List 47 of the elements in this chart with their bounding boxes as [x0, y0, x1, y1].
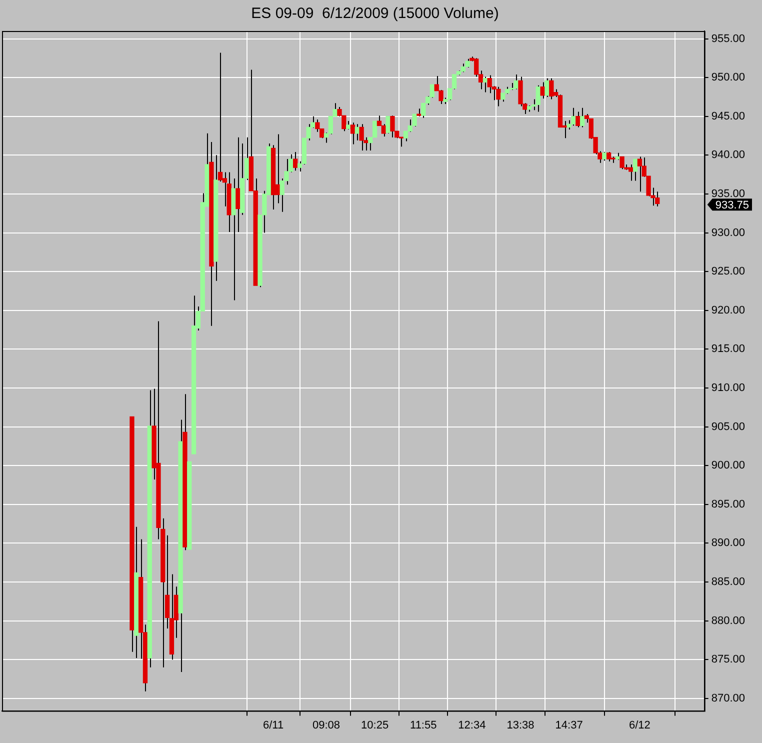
x-tick-label: 11:55 [410, 719, 437, 732]
y-tick-label: 905.00 [711, 420, 746, 433]
y-tick-label: 940.00 [711, 149, 746, 162]
y-tick-label: 880.00 [711, 614, 746, 627]
x-tick-label: 14:37 [555, 719, 583, 732]
candlestick [275, 134, 280, 204]
candlestick [549, 78, 554, 100]
y-tick-label: 875.00 [711, 654, 746, 666]
candlestick [540, 82, 545, 100]
candlestick [580, 107, 585, 128]
chart-title: ES 09-09 6/12/2009 (15000 Volume) [251, 5, 499, 22]
candlestick [390, 115, 395, 138]
y-tick-label: 885.00 [711, 576, 746, 588]
y-tick-label: 935.00 [711, 188, 746, 200]
y-tick-label: 920.00 [711, 304, 746, 316]
x-tick-label: 09:08 [312, 719, 340, 732]
y-tick-label: 925.00 [711, 266, 746, 278]
y-tick-label: 955.00 [711, 32, 746, 45]
candlestick [236, 136, 240, 232]
candlestick [518, 76, 523, 107]
y-tick-label: 915.00 [711, 343, 746, 356]
candlestick [536, 84, 540, 112]
candlestick [637, 156, 642, 192]
candlestick [386, 116, 390, 134]
y-tick-label: 895.00 [711, 498, 746, 510]
candlestick [632, 158, 638, 182]
x-tick-label: 6/12 [628, 719, 650, 732]
y-tick-label: 945.00 [711, 110, 746, 122]
y-tick-label: 910.00 [711, 382, 746, 394]
candlestick [606, 152, 612, 162]
x-tick-label: 10:25 [361, 719, 389, 732]
candlestick [482, 76, 488, 93]
y-tick-label: 870.00 [711, 692, 746, 704]
x-tick-label: 6/11 [262, 719, 284, 732]
candlestick [350, 122, 356, 145]
candlestick [293, 152, 298, 172]
candlestick [620, 156, 624, 170]
candlestick [544, 78, 550, 98]
y-tick-label: 900.00 [711, 460, 746, 472]
y-tick-label: 890.00 [711, 537, 746, 550]
candlestick [576, 111, 580, 128]
x-tick-label: 13:38 [506, 719, 534, 732]
x-tick-label: 12:34 [458, 719, 486, 732]
y-tick-label: 930.00 [711, 226, 746, 239]
text: 933.75 [715, 200, 750, 212]
y-tick-label: 950.00 [711, 72, 746, 84]
candlestick [359, 124, 364, 152]
